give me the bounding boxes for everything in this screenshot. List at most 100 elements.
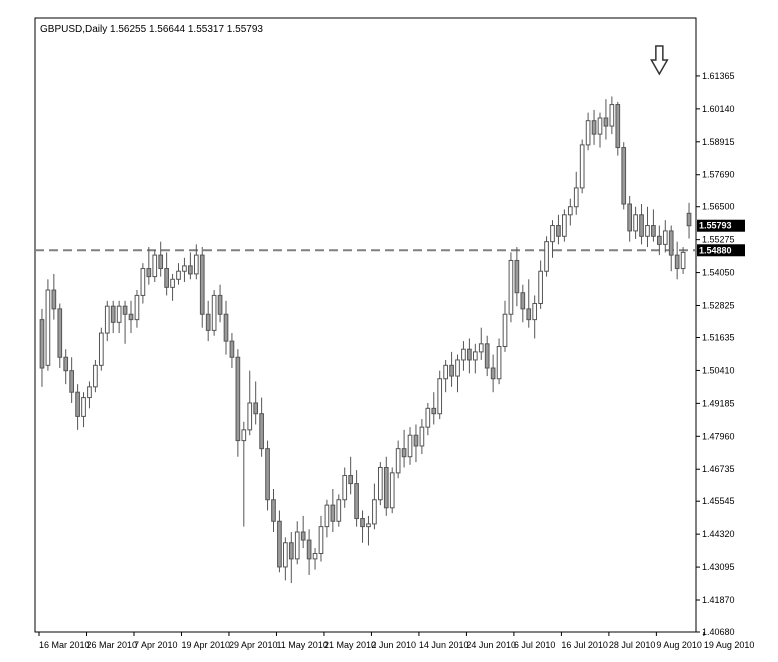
- candle-bull: [176, 270, 181, 280]
- candle-bull: [372, 499, 377, 525]
- candle-bear: [188, 265, 193, 275]
- candle-bull: [336, 499, 342, 522]
- candle-bull: [104, 305, 110, 334]
- candle-bear: [467, 348, 472, 361]
- x-tick-label: 14 Jun 2010: [419, 640, 469, 650]
- candle-bull: [134, 294, 140, 321]
- y-tick-label: 1.44320: [702, 529, 735, 539]
- candle-bull: [680, 251, 686, 270]
- candle-bear: [57, 308, 63, 358]
- candle-bull: [241, 429, 247, 442]
- y-tick-label: 1.40680: [702, 627, 735, 637]
- candle-bear: [383, 466, 389, 509]
- candle-bull: [532, 302, 538, 321]
- candle-bear: [235, 356, 241, 442]
- candle-bear: [621, 147, 627, 205]
- candle-bear: [651, 225, 656, 237]
- candle-bull: [152, 254, 158, 278]
- y-tick-label: 1.57690: [702, 170, 735, 180]
- price-label: 1.55793: [699, 221, 732, 231]
- candle-bear: [300, 531, 306, 541]
- candle-bull: [140, 268, 146, 296]
- x-tick-label: 16 Mar 2010: [39, 640, 90, 650]
- y-tick-label: 1.50410: [702, 365, 735, 375]
- candle-bear: [146, 268, 152, 278]
- candle-bear: [556, 225, 561, 237]
- candle-bull: [662, 230, 668, 245]
- candle-bull: [550, 225, 555, 243]
- y-axis: 1.61365 1.60140 1.58915 1.57690 1.56500 1.552…: [696, 71, 735, 637]
- candle-bear: [639, 214, 644, 237]
- candle-bear: [431, 407, 437, 415]
- candle-bear: [164, 268, 169, 288]
- candle-bull: [472, 351, 478, 361]
- candle-bear: [668, 230, 674, 256]
- x-tick-label: 6 Jul 2010: [514, 640, 556, 650]
- candle-bear: [490, 367, 496, 380]
- candle-bull: [87, 386, 92, 399]
- x-tick-label: 24 Jun 2010: [466, 640, 516, 650]
- candle-bear: [330, 504, 336, 522]
- y-tick-label: 1.49185: [702, 398, 735, 408]
- candle-bull: [324, 504, 330, 528]
- candle-bull: [633, 214, 638, 232]
- candle-bull: [585, 120, 591, 146]
- arrow-marker-group: [650, 45, 669, 76]
- candle-bull: [294, 531, 300, 560]
- candle-bear: [217, 294, 223, 315]
- candle-bear: [674, 254, 680, 270]
- x-tick-label: 11 May 2010: [276, 640, 327, 650]
- candle-bear: [306, 539, 312, 560]
- candle-bull: [538, 270, 543, 304]
- candle-bear: [277, 520, 282, 568]
- candle-bear: [288, 542, 294, 560]
- candle-bear: [69, 370, 74, 393]
- candle-bear: [158, 254, 164, 270]
- candle-bull: [461, 348, 466, 361]
- candle-bull: [544, 241, 549, 272]
- candle-bull: [378, 466, 383, 501]
- candle-bear: [229, 340, 235, 358]
- candle-bear: [360, 518, 365, 528]
- candle-bull: [170, 278, 175, 288]
- candle-bull: [567, 206, 573, 216]
- y-tick-label: 1.46735: [702, 464, 735, 474]
- candle-bull: [193, 254, 199, 275]
- candle-bull: [318, 526, 324, 555]
- candles-group: [39, 96, 692, 584]
- candle-bear: [484, 343, 490, 369]
- candle-bull: [455, 359, 460, 377]
- price-label-box: [697, 219, 745, 232]
- x-tick-label: 28 Jul 2010: [609, 640, 656, 650]
- y-tick-label: 1.54050: [702, 268, 735, 278]
- resistance-line-group: 1.54880 1.55793: [35, 219, 745, 257]
- candle-bull: [407, 434, 413, 458]
- candle-bear: [591, 120, 597, 135]
- candle-bull: [562, 214, 567, 237]
- candle-bear: [520, 292, 526, 310]
- candle-bear: [348, 475, 353, 485]
- x-tick-label: 9 Aug 2010: [656, 640, 702, 650]
- candle-bull: [366, 523, 371, 528]
- candle-bull: [597, 117, 603, 135]
- candle-bull: [573, 187, 579, 208]
- candle-bull: [81, 397, 86, 417]
- candle-bear: [39, 319, 45, 369]
- candle-bull: [45, 289, 51, 366]
- y-tick-label: 1.52825: [702, 301, 735, 311]
- y-tick-label: 1.47960: [702, 431, 735, 441]
- candle-bear: [657, 235, 662, 245]
- candle-bull: [437, 378, 443, 415]
- x-tick-label: 29 Apr 2010: [229, 640, 278, 650]
- x-tick-label: 7 Apr 2010: [134, 640, 178, 650]
- candle-bull: [182, 265, 187, 272]
- candle-bull: [478, 343, 484, 353]
- candle-bull: [579, 144, 585, 189]
- y-tick-label: 1.41870: [702, 595, 735, 605]
- candle-bear: [413, 434, 419, 447]
- candle-bull: [443, 364, 448, 380]
- candle-bear: [253, 402, 259, 415]
- x-tick-label: 19 Apr 2010: [181, 640, 230, 650]
